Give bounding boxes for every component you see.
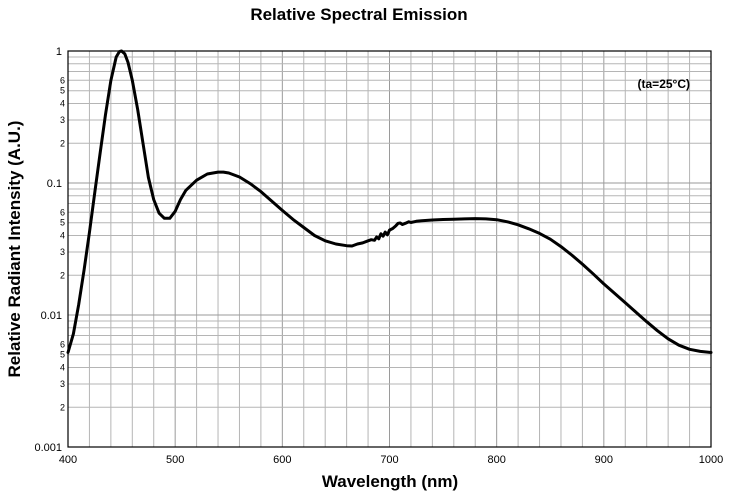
x-tick-label: 500	[166, 454, 184, 466]
y-minor-tick-label: 6	[60, 75, 65, 85]
y-minor-tick-label: 6	[60, 207, 65, 217]
y-minor-tick-label: 2	[60, 402, 65, 412]
grid	[67, 50, 712, 448]
y-tick-label: 0.01	[41, 310, 62, 322]
y-minor-tick-label: 4	[60, 99, 65, 109]
y-minor-tick-label: 5	[60, 218, 65, 228]
y-minor-tick-label: 2	[60, 270, 65, 280]
y-minor-tick-label: 3	[60, 115, 65, 125]
x-tick-label: 600	[273, 454, 291, 466]
emission-curve	[66, 49, 713, 354]
x-tick-label: 800	[487, 454, 505, 466]
x-tick-label: 900	[595, 454, 613, 466]
y-minor-tick-label: 3	[60, 247, 65, 257]
tick-labels: 400 500 600 700 800 900 10002345623456234560.0…	[34, 46, 723, 466]
temperature-annotation: (ta=25°C)	[638, 77, 690, 91]
y-tick-label: 1	[56, 46, 62, 58]
y-minor-tick-label: 3	[60, 379, 65, 389]
y-minor-tick-label: 5	[60, 86, 65, 96]
y-tick-label: 0.1	[47, 178, 62, 190]
y-axis-label: Relative Radiant Intensity (A.U.)	[5, 121, 24, 378]
x-tick-label: 700	[380, 454, 398, 466]
y-minor-tick-label: 5	[60, 350, 65, 360]
x-axis-label: Wavelength (nm)	[322, 472, 458, 491]
y-tick-label: 0.001	[34, 442, 62, 454]
y-minor-tick-label: 6	[60, 339, 65, 349]
x-tick-label: 400	[59, 454, 77, 466]
y-minor-tick-label: 2	[60, 138, 65, 148]
y-minor-tick-label: 4	[60, 363, 65, 373]
plot-frame	[67, 50, 712, 448]
y-minor-tick-label: 4	[60, 231, 65, 241]
x-tick-label: 1000	[699, 454, 723, 466]
chart-title: Relative Spectral Emission	[250, 5, 467, 24]
